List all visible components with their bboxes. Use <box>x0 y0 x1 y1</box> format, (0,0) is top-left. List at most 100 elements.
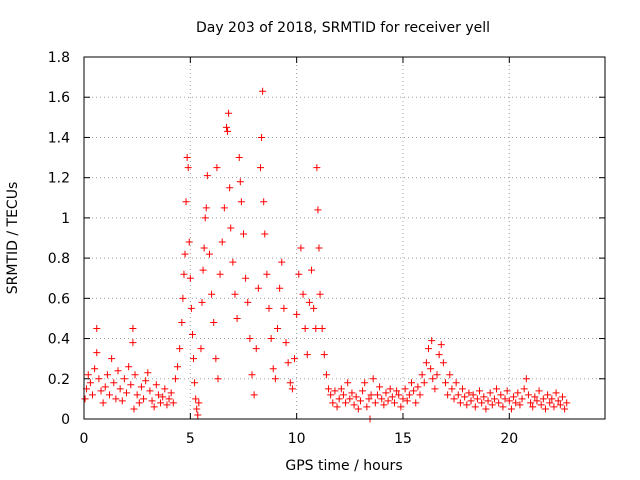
x-axis-label: GPS time / hours <box>285 458 402 474</box>
data-point <box>118 397 126 405</box>
data-point <box>248 371 256 379</box>
data-point <box>463 401 471 409</box>
data-point <box>214 375 222 383</box>
data-point <box>315 244 323 252</box>
data-point <box>418 371 426 379</box>
data-point <box>480 393 488 401</box>
y-tick-label: 0.4 <box>48 332 70 348</box>
data-point <box>293 310 301 318</box>
data-point <box>274 325 282 332</box>
data-point <box>210 318 218 326</box>
data-point <box>176 345 184 353</box>
data-point <box>157 399 165 407</box>
data-point <box>399 395 407 403</box>
data-point <box>552 389 560 397</box>
data-point <box>125 363 133 371</box>
data-point <box>97 387 105 395</box>
data-point <box>201 214 209 222</box>
data-point <box>350 401 358 409</box>
data-point <box>486 389 494 397</box>
data-point <box>561 405 569 413</box>
data-point <box>473 395 481 403</box>
data-point <box>305 298 313 306</box>
data-point <box>216 270 224 278</box>
data-point <box>456 399 464 407</box>
data-point <box>258 133 266 141</box>
data-point <box>101 383 109 391</box>
grid-lines <box>84 57 605 419</box>
data-point <box>301 325 309 332</box>
data-point <box>510 393 518 401</box>
data-point <box>484 397 492 405</box>
data-point <box>371 399 379 407</box>
data-point <box>171 375 179 383</box>
data-point <box>356 397 364 405</box>
data-point <box>180 270 188 278</box>
data-point <box>99 399 107 407</box>
y-tick-label: 0.6 <box>48 291 70 307</box>
data-point <box>482 405 490 413</box>
data-point <box>422 359 430 367</box>
data-point <box>108 355 116 363</box>
data-point <box>488 401 496 409</box>
data-point <box>179 294 187 302</box>
data-point <box>361 379 369 387</box>
data-point <box>291 355 299 363</box>
data-point <box>439 359 447 367</box>
data-point <box>424 345 432 353</box>
data-point <box>373 391 381 399</box>
data-point <box>144 369 152 377</box>
data-point <box>161 385 169 393</box>
data-point <box>507 405 515 413</box>
data-point <box>548 395 556 403</box>
data-point <box>403 397 411 405</box>
data-point <box>222 123 230 131</box>
data-point <box>503 387 511 395</box>
data-point <box>490 395 498 403</box>
data-point <box>501 395 509 403</box>
data-point <box>224 127 232 135</box>
data-point <box>257 164 265 172</box>
data-point <box>127 381 135 389</box>
data-point <box>244 298 252 306</box>
data-point <box>359 387 367 395</box>
data-point <box>267 335 275 343</box>
data-point <box>148 397 156 405</box>
data-point <box>428 337 436 345</box>
data-point <box>386 385 394 393</box>
x-tick-label: 0 <box>80 431 89 447</box>
data-point <box>93 349 101 357</box>
data-point <box>103 371 111 379</box>
data-point <box>337 385 345 393</box>
data-point <box>250 391 258 399</box>
data-point <box>135 399 143 407</box>
data-point <box>194 411 202 419</box>
data-point <box>213 164 221 172</box>
data-point <box>129 325 137 332</box>
data-point <box>203 172 211 180</box>
data-point <box>265 304 273 312</box>
data-point <box>185 238 193 246</box>
data-point <box>142 377 150 385</box>
data-point <box>520 385 528 393</box>
data-point <box>112 395 120 403</box>
data-point <box>442 379 450 387</box>
data-point <box>192 395 200 403</box>
data-point <box>163 401 171 409</box>
data-point <box>187 304 195 312</box>
data-point <box>522 375 530 383</box>
data-point <box>420 379 428 387</box>
data-point <box>446 371 454 379</box>
data-point <box>154 391 162 399</box>
data-point <box>393 387 401 395</box>
data-point <box>233 314 241 322</box>
data-point <box>280 304 288 312</box>
data-point <box>450 395 458 403</box>
data-point <box>308 266 316 274</box>
data-point <box>174 363 182 371</box>
y-tick-label: 1.2 <box>48 171 70 187</box>
data-point <box>514 389 522 397</box>
data-point <box>313 164 321 172</box>
y-tick-label: 0.2 <box>48 372 70 388</box>
data-point <box>133 391 141 399</box>
